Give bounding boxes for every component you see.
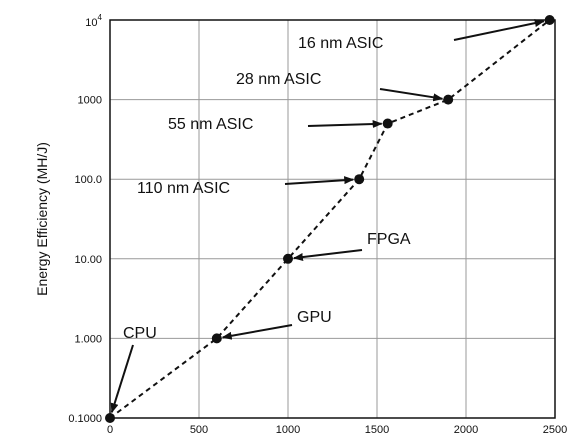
annotations: CPU GPU FPGA 110 nm ASIC 55 nm ASIC 28 nm ASI… [110, 19, 545, 414]
annotation-arrow [110, 344, 134, 414]
y-tick-label-base: 0.1000 [68, 413, 102, 425]
y-tick-label: 1.000 [74, 333, 102, 345]
y-tick-label: 104 [85, 13, 102, 29]
x-tick-label: 2000 [454, 424, 478, 436]
data-point [443, 94, 454, 105]
data-points [105, 15, 555, 423]
x-tick-label: 0 [107, 424, 113, 436]
annotation-arrow [307, 120, 383, 129]
y-tick-label-base: 100.0 [74, 174, 102, 186]
axis-ticks: 0 500 1000 1500 2000 2500 0.1000 1.000 10.00 100.… [68, 13, 567, 436]
annotation-label: FPGA [367, 231, 411, 248]
annotation-arrow [284, 176, 355, 185]
plot-frame [109, 19, 556, 419]
annotation-arrow [453, 19, 545, 41]
data-point [354, 174, 365, 185]
y-tick-label-exponent: 4 [98, 13, 103, 22]
annotation-arrow [292, 249, 363, 262]
x-tick-label: 500 [190, 424, 208, 436]
annotation-label: 55 nm ASIC [168, 116, 253, 133]
annotation-arrow [221, 324, 293, 340]
annotation-arrow [379, 88, 444, 102]
series-line [109, 19, 551, 419]
data-point [211, 333, 222, 344]
annotation-label: 16 nm ASIC [298, 35, 383, 52]
grid [109, 19, 556, 419]
annotation-label: CPU [123, 325, 157, 342]
annotation-label: 28 nm ASIC [236, 71, 321, 88]
y-tick-label: 1000 [78, 95, 102, 107]
y-tick-label-base: 1.000 [74, 333, 102, 345]
y-tick-label: 10.00 [74, 254, 102, 266]
y-tick-label-base: 1000 [78, 95, 102, 107]
data-point [382, 118, 393, 129]
annotation-label: 110 nm ASIC [137, 180, 230, 197]
x-tick-label: 1000 [276, 424, 300, 436]
x-tick-label: 1500 [365, 424, 389, 436]
y-tick-label-base: 10.00 [74, 254, 102, 266]
y-tick-label-base: 10 [85, 17, 97, 29]
y-tick-label: 100.0 [74, 174, 102, 186]
annotation-label: GPU [297, 309, 332, 326]
y-axis-label: Energy Efficiency (MH/J) [34, 142, 50, 296]
y-tick-label: 0.1000 [68, 413, 102, 425]
data-point [283, 253, 293, 264]
x-tick-label: 2500 [543, 424, 567, 436]
data-point [105, 413, 115, 423]
data-point [544, 15, 555, 25]
